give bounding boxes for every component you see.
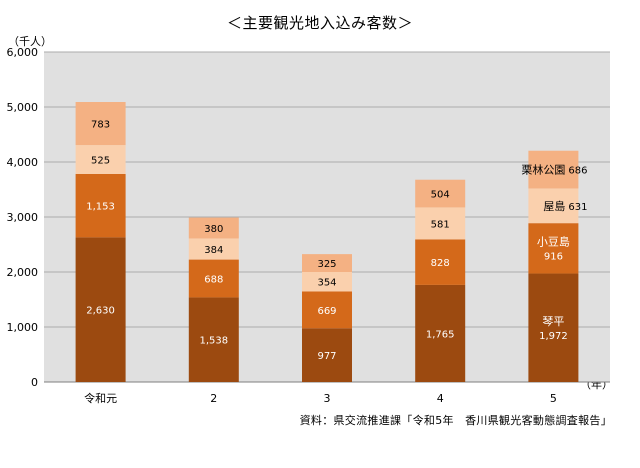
data-label: 688 bbox=[204, 274, 223, 285]
bars-group bbox=[75, 101, 579, 382]
data-label: 669 bbox=[317, 306, 336, 317]
bar-segment bbox=[188, 259, 239, 298]
data-label: 686 bbox=[568, 166, 587, 177]
data-label: 380 bbox=[204, 224, 223, 235]
bar-segment bbox=[528, 150, 579, 189]
y-tick-label: 5,000 bbox=[7, 101, 39, 114]
y-tick-label: 2,000 bbox=[7, 266, 39, 279]
data-label: 1,972 bbox=[539, 331, 568, 342]
y-tick-label: 1,000 bbox=[7, 321, 39, 334]
bar-segment bbox=[302, 254, 352, 272]
bar-segment bbox=[75, 101, 126, 146]
data-label: 1,538 bbox=[199, 336, 228, 347]
data-label: 325 bbox=[317, 259, 336, 270]
bar-segment bbox=[528, 188, 579, 224]
bar-segment bbox=[415, 179, 466, 208]
series-name-label: 琴平 bbox=[542, 315, 564, 328]
bar-segment bbox=[415, 239, 466, 285]
data-label: 2,630 bbox=[86, 306, 115, 317]
data-label: 581 bbox=[431, 219, 450, 230]
data-label: 504 bbox=[431, 190, 450, 201]
chart-title: ＜主要観光地入込み客数＞ bbox=[226, 14, 413, 32]
bar-segment bbox=[415, 207, 466, 240]
x-tick-label: 2 bbox=[210, 392, 217, 405]
bar-segment bbox=[188, 297, 239, 382]
bar-segment bbox=[528, 273, 579, 382]
x-tick-label: 4 bbox=[437, 392, 444, 405]
y-axis-unit-label: （千人） bbox=[8, 35, 52, 48]
bar-segment bbox=[302, 291, 352, 329]
data-label: 783 bbox=[91, 120, 110, 131]
x-tick-label: 令和元 bbox=[84, 391, 117, 405]
bar-segment bbox=[188, 217, 239, 239]
x-tick-label: 3 bbox=[324, 392, 331, 405]
bar-segment bbox=[528, 223, 579, 274]
data-label: 384 bbox=[204, 245, 223, 256]
series-name-label: 小豆島 bbox=[537, 234, 570, 248]
data-label: 354 bbox=[317, 278, 336, 289]
data-label: 828 bbox=[431, 258, 450, 269]
y-tick-label: 0 bbox=[31, 376, 38, 389]
y-tick-label: 6,000 bbox=[7, 46, 39, 59]
series-name-label: 栗林公園 bbox=[521, 163, 565, 177]
data-label: 916 bbox=[544, 251, 563, 262]
data-label: 525 bbox=[91, 155, 110, 166]
y-tick-label: 3,000 bbox=[7, 211, 39, 224]
bar-segment bbox=[302, 272, 352, 292]
data-label: 1,153 bbox=[86, 202, 115, 213]
data-label: 977 bbox=[317, 351, 336, 362]
bar-segment bbox=[188, 238, 239, 260]
source-note: 資料：県交流推進課「令和5年 香川県観光客動態調査報告」 bbox=[299, 414, 612, 427]
labels-group: 2,630 1,153 525 783 1,538 688 384 380 977 669 354 3… bbox=[86, 120, 587, 363]
bar-segment bbox=[75, 173, 126, 238]
data-label: 631 bbox=[568, 202, 587, 213]
bar-segment bbox=[75, 145, 126, 174]
bar-segment bbox=[415, 284, 466, 382]
y-tick-label: 4,000 bbox=[7, 156, 39, 169]
series-name-label: 屋島 bbox=[543, 199, 565, 213]
data-label: 1,765 bbox=[426, 329, 455, 340]
bar-segment bbox=[75, 237, 126, 382]
x-tick-label: 5 bbox=[550, 392, 557, 405]
bar-segment bbox=[302, 328, 352, 382]
